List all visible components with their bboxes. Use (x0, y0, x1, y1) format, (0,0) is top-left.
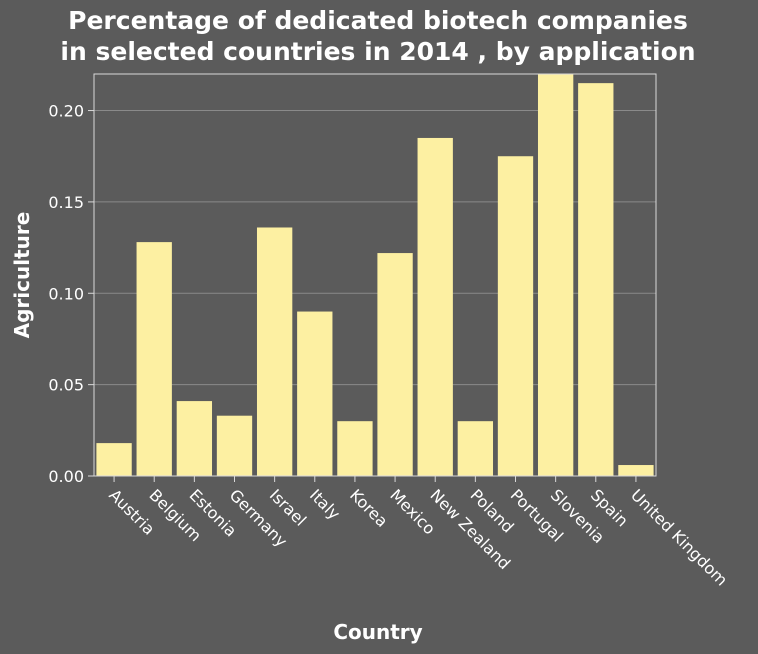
y-tick-label: 0.15 (48, 193, 84, 212)
bars (96, 74, 654, 477)
bar-poland (457, 421, 494, 476)
bar-korea (337, 421, 373, 476)
bar-austria (96, 443, 132, 476)
bar-united-kingdom (618, 465, 654, 476)
bar-germany (216, 415, 253, 476)
y-tick-label: 0.20 (48, 102, 84, 121)
plot-frame (93, 73, 657, 477)
bar-slovenia (537, 74, 574, 476)
x-axis-title: Country (333, 620, 422, 644)
bar-mexico (377, 253, 413, 476)
chart-title-line-2: in selected countries in 2014 , by appli… (60, 37, 695, 66)
bar-italy (297, 311, 333, 476)
bar-belgium (136, 242, 172, 476)
x-tick-label: United Kingdom (627, 485, 731, 589)
bar-israel (256, 227, 293, 476)
y-tick-label: 0.10 (48, 284, 84, 303)
bar-spain (578, 83, 614, 477)
y-axis-ticks: 0.00 0.05 0.10 0.15 0.20 (48, 102, 94, 486)
y-tick-label: 0.05 (48, 376, 84, 395)
y-axis-title: Agriculture (10, 212, 34, 339)
chart-title-line-1: Percentage of dedicated biotech companie… (68, 6, 688, 35)
bar-new-zealand (417, 137, 453, 477)
bar-portugal (497, 156, 534, 476)
y-tick-label: 0.00 (48, 467, 84, 486)
x-tick-label: Italy (306, 485, 344, 523)
x-tick-label: Korea (346, 485, 392, 531)
bar-estonia (176, 401, 213, 476)
